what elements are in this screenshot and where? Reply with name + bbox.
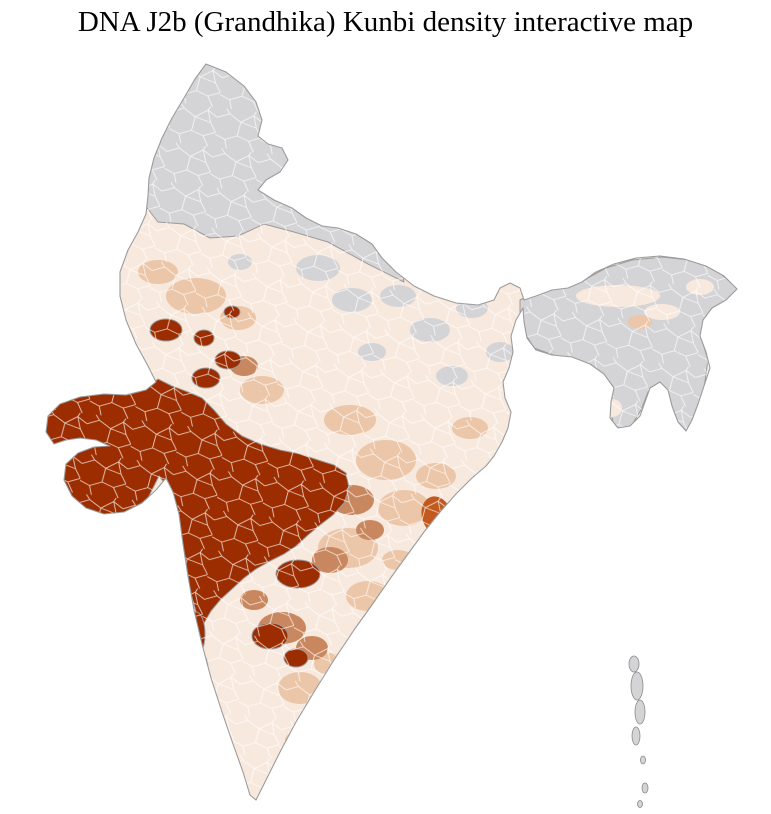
district-mesh-overlay xyxy=(46,64,737,800)
india-outline xyxy=(45,63,738,801)
andaman-islands[interactable] xyxy=(628,655,649,808)
page-title: DNA J2b (Grandhika) Kunbi density intera… xyxy=(77,6,694,38)
